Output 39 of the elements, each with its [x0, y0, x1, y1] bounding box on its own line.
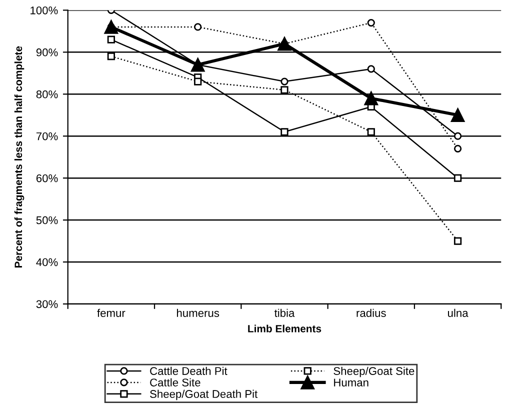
point	[454, 237, 462, 245]
x-tick-label: radius	[356, 308, 386, 317]
y-tick-label: 60%	[36, 174, 58, 182]
point	[278, 36, 292, 51]
point	[194, 23, 202, 31]
y-tick-label: 70%	[36, 132, 58, 140]
x-tick-label: femur	[97, 308, 126, 317]
x-axis-title: Limb Elements	[248, 324, 322, 332]
point	[280, 128, 288, 136]
point	[367, 65, 375, 73]
point	[104, 20, 118, 34]
x-tick-label: humerus	[176, 308, 220, 317]
point	[367, 18, 375, 27]
point	[367, 128, 375, 136]
legend-label: Sheep/Goat Site	[334, 366, 414, 378]
point	[450, 108, 465, 122]
point	[190, 58, 205, 72]
point	[194, 78, 202, 86]
y-tick-label: 100%	[30, 6, 58, 14]
legend-label: Cattle Site	[150, 378, 200, 386]
point	[107, 52, 116, 60]
legend-label: Sheep/Goat Death Pit	[150, 390, 258, 400]
point	[454, 174, 462, 182]
point	[280, 86, 288, 94]
y-tick-label: 50%	[36, 216, 58, 224]
legend-label: Cattle Death Pit	[150, 366, 228, 375]
point	[454, 132, 462, 140]
y-tick-label: 40%	[36, 258, 58, 266]
legend-label: Human	[334, 378, 368, 386]
point	[454, 144, 462, 153]
point	[107, 36, 116, 44]
y-tick-label: 80%	[36, 90, 58, 98]
x-tick-label: ulna	[448, 308, 468, 317]
point	[364, 91, 378, 106]
y-axis-title: Percent of fragments less than half complete	[14, 46, 24, 268]
point	[280, 78, 288, 86]
y-tick-label: 90%	[36, 48, 58, 56]
x-tick-label: tibia	[274, 308, 295, 317]
y-tick-label: 30%	[36, 300, 58, 308]
